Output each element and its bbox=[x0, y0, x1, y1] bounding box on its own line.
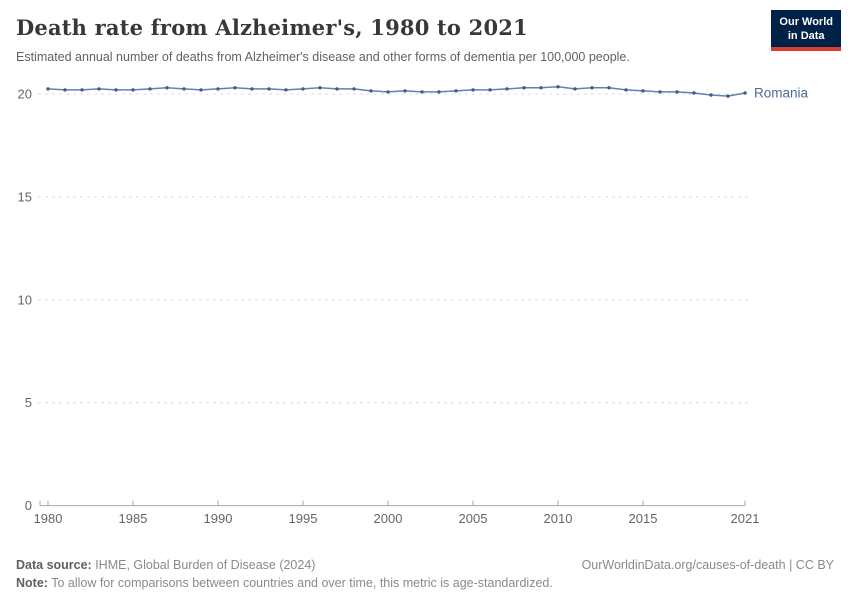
data-point[interactable] bbox=[80, 88, 84, 92]
data-point[interactable] bbox=[216, 87, 220, 91]
data-point[interactable] bbox=[658, 90, 662, 94]
data-point[interactable] bbox=[505, 87, 509, 91]
series-label[interactable]: Romania bbox=[754, 85, 809, 100]
footer-row-source: Data source: IHME, Global Burden of Dise… bbox=[16, 556, 834, 574]
data-source-value: IHME, Global Burden of Disease (2024) bbox=[91, 557, 316, 572]
data-point[interactable] bbox=[539, 86, 543, 90]
data-point[interactable] bbox=[590, 86, 594, 90]
data-point[interactable] bbox=[199, 88, 203, 92]
data-source-text: Data source: IHME, Global Burden of Dise… bbox=[16, 556, 315, 574]
data-point[interactable] bbox=[522, 86, 526, 90]
data-point[interactable] bbox=[148, 87, 152, 91]
data-point[interactable] bbox=[131, 88, 135, 92]
x-axis-tick-label: 1995 bbox=[289, 511, 318, 526]
y-axis-tick-label: 20 bbox=[18, 87, 32, 102]
data-point[interactable] bbox=[607, 86, 611, 90]
data-point[interactable] bbox=[573, 87, 577, 91]
x-axis-tick-label: 1990 bbox=[204, 511, 233, 526]
data-point[interactable] bbox=[284, 88, 288, 92]
data-point[interactable] bbox=[726, 94, 730, 98]
series-line bbox=[47, 86, 746, 97]
data-point[interactable] bbox=[318, 86, 322, 90]
data-point[interactable] bbox=[233, 86, 237, 90]
x-axis-tick-label: 2021 bbox=[731, 511, 760, 526]
data-point[interactable] bbox=[46, 87, 50, 91]
data-point[interactable] bbox=[352, 87, 356, 91]
owid-logo-line1: Our World bbox=[779, 16, 833, 28]
data-point[interactable] bbox=[709, 93, 713, 97]
x-axis-tick-label: 2015 bbox=[629, 511, 658, 526]
data-point[interactable] bbox=[165, 86, 169, 90]
y-axis-tick-label: 10 bbox=[18, 292, 32, 307]
data-point[interactable] bbox=[556, 85, 560, 89]
data-point[interactable] bbox=[63, 88, 67, 92]
data-point[interactable] bbox=[386, 90, 390, 94]
data-point[interactable] bbox=[437, 90, 441, 94]
data-point[interactable] bbox=[267, 87, 271, 91]
owid-logo[interactable]: Our World in Data bbox=[771, 10, 841, 51]
x-axis-tick-label: 2000 bbox=[374, 511, 403, 526]
chart-area: 0 5 10 15 20 1980 1985 1990 1995 2000 2005 2010 2015… bbox=[0, 77, 850, 529]
x-axis-tick-label: 2010 bbox=[544, 511, 573, 526]
credit-link[interactable]: OurWorldinData.org/causes-of-death | CC … bbox=[581, 557, 834, 572]
data-point[interactable] bbox=[675, 90, 679, 94]
footer-row-note: Note: To allow for comparisons between c… bbox=[16, 574, 834, 592]
data-point[interactable] bbox=[454, 89, 458, 93]
chart-footer: Data source: IHME, Global Burden of Dise… bbox=[0, 556, 850, 592]
y-axis-tick-label: 15 bbox=[18, 189, 32, 204]
x-axis-tick-label: 1980 bbox=[34, 511, 63, 526]
page-title: Death rate from Alzheimer's, 1980 to 202… bbox=[16, 15, 528, 40]
y-axis-tick-label: 5 bbox=[25, 395, 32, 410]
data-point[interactable] bbox=[182, 87, 186, 91]
data-point[interactable] bbox=[488, 88, 492, 92]
data-point[interactable] bbox=[420, 90, 424, 94]
data-point[interactable] bbox=[471, 88, 475, 92]
data-point[interactable] bbox=[369, 89, 373, 93]
data-point[interactable] bbox=[743, 91, 747, 95]
owid-logo-line2: in Data bbox=[787, 30, 825, 43]
data-point[interactable] bbox=[114, 88, 118, 92]
data-point[interactable] bbox=[403, 89, 407, 93]
note-value: To allow for comparisons between countri… bbox=[47, 575, 553, 590]
data-point[interactable] bbox=[250, 87, 254, 91]
data-point[interactable] bbox=[97, 87, 101, 91]
line-chart[interactable]: 0 5 10 15 20 1980 1985 1990 1995 2000 2005 2010 2015… bbox=[0, 77, 850, 529]
data-point[interactable] bbox=[641, 89, 645, 93]
data-source-label: Data source: bbox=[16, 557, 92, 572]
note-text: Note: To allow for comparisons between c… bbox=[16, 574, 553, 592]
chart-header: Death rate from Alzheimer's, 1980 to 202… bbox=[0, 0, 850, 64]
data-point[interactable] bbox=[692, 91, 696, 95]
x-axis-tick-label: 1985 bbox=[119, 511, 148, 526]
chart-subtitle: Estimated annual number of deaths from A… bbox=[16, 50, 630, 64]
data-point[interactable] bbox=[624, 88, 628, 92]
note-label: Note: bbox=[16, 575, 48, 590]
x-axis-tick-label: 2005 bbox=[459, 511, 488, 526]
y-axis-tick-label: 0 bbox=[25, 498, 32, 513]
data-point[interactable] bbox=[335, 87, 339, 91]
data-point[interactable] bbox=[301, 87, 305, 91]
